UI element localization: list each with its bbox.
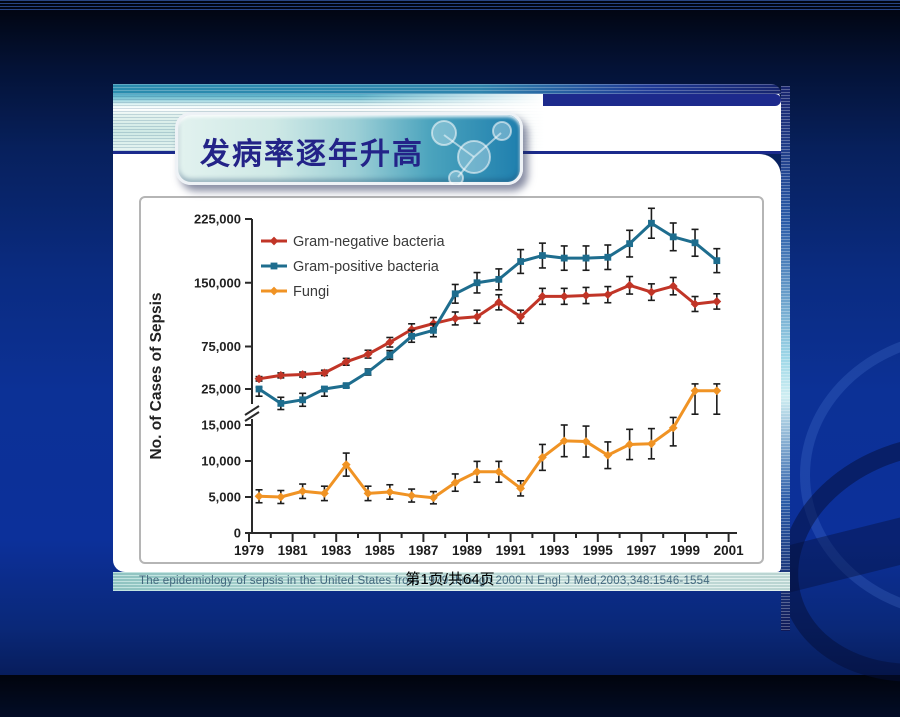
header-top-stripe	[113, 84, 781, 94]
svg-text:1985: 1985	[365, 543, 396, 558]
axes: 225,000 150,000 75,000 25,000 15,000 10,000 5,…	[148, 212, 744, 559]
caption-band: The epidemiology of sepsis in the United…	[113, 572, 790, 591]
svg-text:1983: 1983	[321, 543, 352, 558]
svg-text:75,000: 75,000	[201, 339, 241, 354]
svg-text:15,000: 15,000	[201, 418, 241, 433]
molecule-icon	[431, 120, 512, 185]
svg-text:1999: 1999	[670, 543, 700, 558]
series-fungi	[254, 383, 722, 505]
page-indicator: 第1页/共64页	[405, 571, 495, 588]
header-navy-bar	[543, 94, 781, 106]
svg-text:1993: 1993	[539, 543, 570, 558]
svg-text:1987: 1987	[408, 543, 438, 558]
slide-title: 发病率逐年升高	[200, 138, 424, 171]
svg-text:1995: 1995	[583, 543, 614, 558]
svg-text:25,000: 25,000	[201, 382, 241, 397]
svg-text:No. of Cases of Sepsis: No. of Cases of Sepsis	[148, 292, 165, 459]
svg-text:1989: 1989	[452, 543, 482, 558]
svg-text:225,000: 225,000	[194, 212, 241, 227]
svg-text:1997: 1997	[626, 543, 656, 558]
svg-text:1991: 1991	[496, 543, 527, 558]
svg-text:1981: 1981	[278, 543, 309, 558]
slide-right-edge-bar	[781, 86, 790, 631]
svg-text:Fungi: Fungi	[293, 284, 329, 300]
svg-text:Gram-positive bacteria: Gram-positive bacteria	[293, 259, 440, 275]
figure-frame: 225,000 150,000 75,000 25,000 15,000 10,000 5,…	[139, 196, 764, 564]
sepsis-incidence-chart: 225,000 150,000 75,000 25,000 15,000 10,000 5,…	[148, 207, 744, 559]
series-gram-positive-bacteria	[255, 207, 721, 411]
title-banner: 发病率逐年升高	[175, 112, 523, 185]
svg-text:0: 0	[234, 526, 241, 541]
svg-text:150,000: 150,000	[194, 275, 241, 290]
svg-text:2001: 2001	[714, 543, 745, 558]
svg-text:5,000: 5,000	[208, 490, 241, 505]
figure-caption: The epidemiology of sepsis in the United…	[139, 575, 710, 587]
chart-legend: Gram-negative bacteria Gram-positive bact…	[261, 234, 445, 300]
svg-text:Gram-negative bacteria: Gram-negative bacteria	[293, 234, 445, 250]
series-gram-negative-bacteria	[254, 275, 722, 384]
svg-text:1979: 1979	[234, 543, 264, 558]
svg-text:10,000: 10,000	[201, 454, 241, 469]
top-stripes-decoration	[0, 0, 900, 11]
